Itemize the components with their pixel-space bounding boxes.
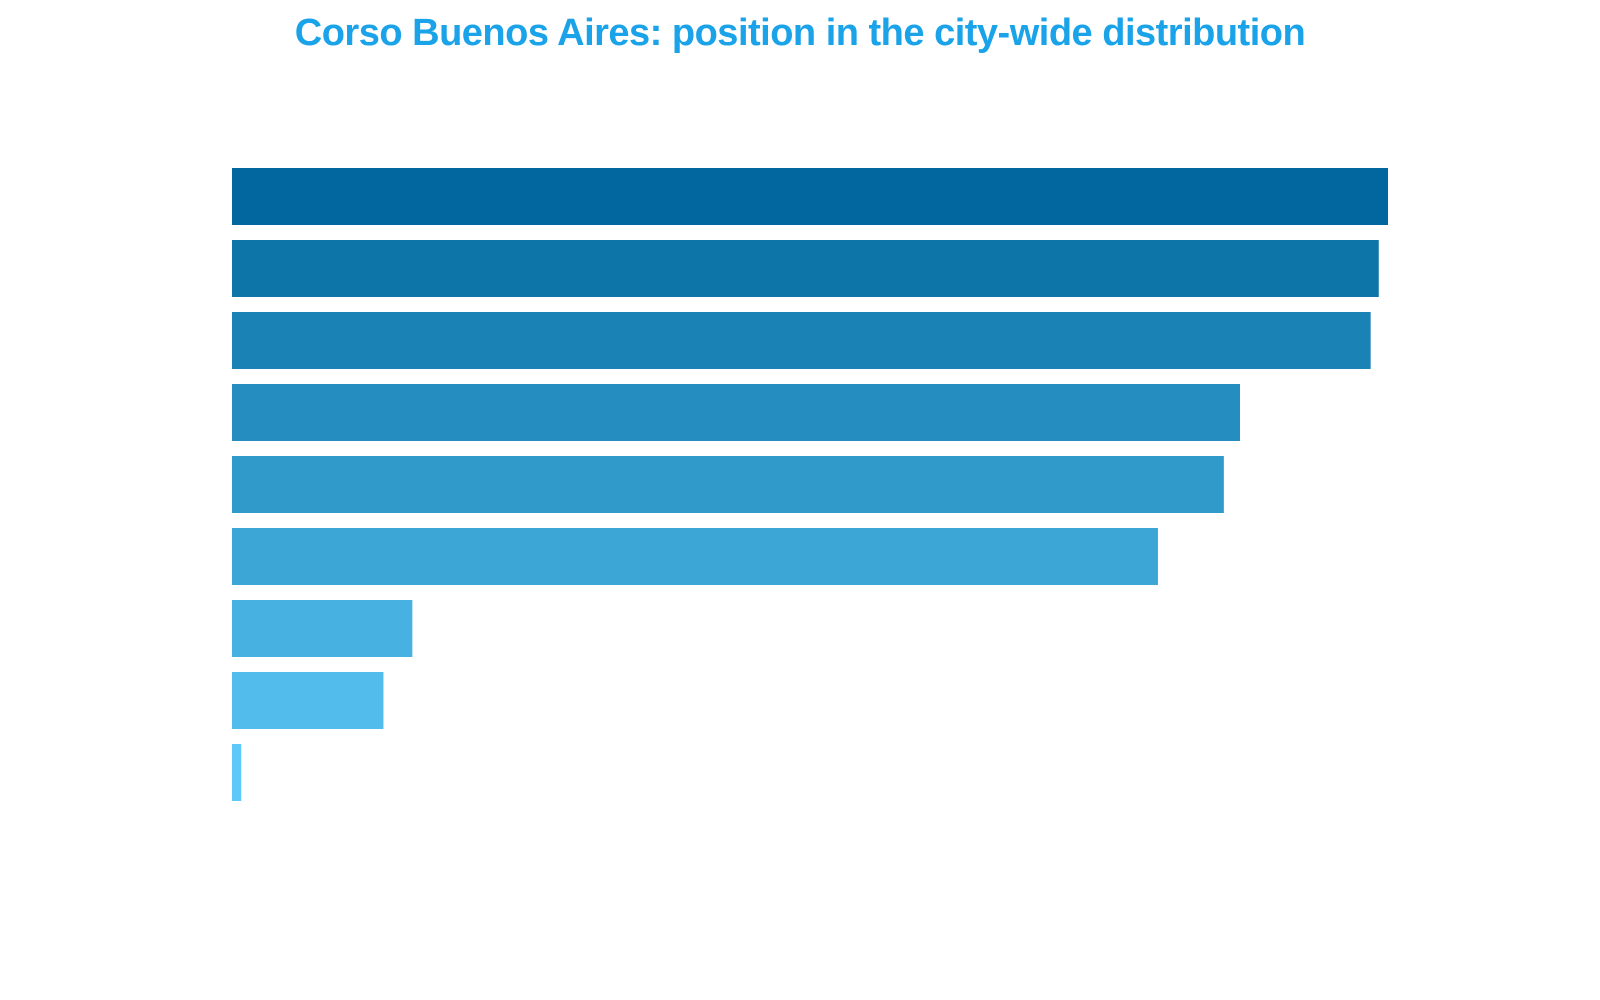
chart-title: Corso Buenos Aires: position in the city…	[294, 12, 1306, 54]
bars-group	[232, 168, 1388, 801]
bar-9	[232, 744, 242, 801]
bar-1	[232, 168, 1388, 225]
bar-6	[232, 528, 1158, 585]
bar-7	[232, 600, 413, 657]
bar-4	[232, 384, 1241, 441]
bar-8	[232, 672, 384, 729]
bar-3	[232, 312, 1371, 369]
bar-5	[232, 456, 1224, 513]
bar-2	[232, 240, 1379, 297]
